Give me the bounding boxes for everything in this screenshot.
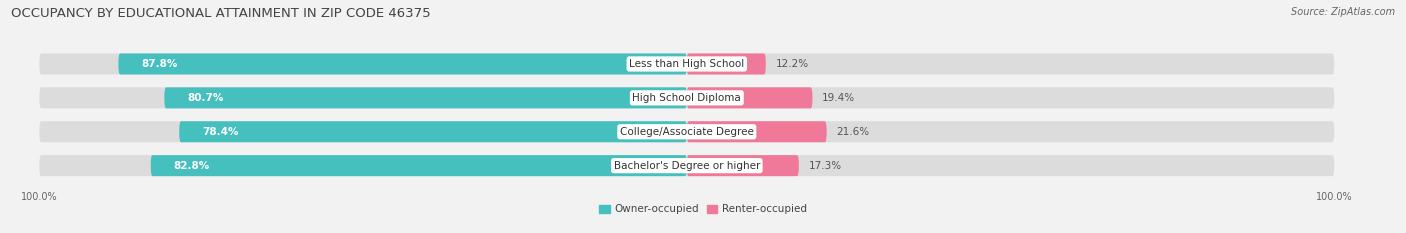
FancyBboxPatch shape xyxy=(686,155,799,176)
Text: 19.4%: 19.4% xyxy=(823,93,855,103)
FancyBboxPatch shape xyxy=(686,87,813,108)
Text: College/Associate Degree: College/Associate Degree xyxy=(620,127,754,137)
FancyBboxPatch shape xyxy=(39,121,1334,142)
FancyBboxPatch shape xyxy=(39,87,1334,108)
FancyBboxPatch shape xyxy=(118,53,686,75)
FancyBboxPatch shape xyxy=(39,53,1334,75)
FancyBboxPatch shape xyxy=(686,121,827,142)
Text: Bachelor's Degree or higher: Bachelor's Degree or higher xyxy=(613,161,761,171)
Text: 100.0%: 100.0% xyxy=(1316,192,1353,202)
FancyBboxPatch shape xyxy=(179,121,686,142)
Text: 100.0%: 100.0% xyxy=(21,192,58,202)
Text: 80.7%: 80.7% xyxy=(187,93,224,103)
Text: 78.4%: 78.4% xyxy=(202,127,239,137)
FancyBboxPatch shape xyxy=(165,87,686,108)
Text: Source: ZipAtlas.com: Source: ZipAtlas.com xyxy=(1291,7,1395,17)
Text: 12.2%: 12.2% xyxy=(776,59,808,69)
Legend: Owner-occupied, Renter-occupied: Owner-occupied, Renter-occupied xyxy=(595,200,811,219)
Text: OCCUPANCY BY EDUCATIONAL ATTAINMENT IN ZIP CODE 46375: OCCUPANCY BY EDUCATIONAL ATTAINMENT IN Z… xyxy=(11,7,430,20)
Text: High School Diploma: High School Diploma xyxy=(633,93,741,103)
FancyBboxPatch shape xyxy=(150,155,686,176)
FancyBboxPatch shape xyxy=(686,53,766,75)
Text: 82.8%: 82.8% xyxy=(173,161,209,171)
Text: 17.3%: 17.3% xyxy=(808,161,842,171)
Text: 21.6%: 21.6% xyxy=(837,127,869,137)
Text: 87.8%: 87.8% xyxy=(141,59,177,69)
FancyBboxPatch shape xyxy=(39,155,1334,176)
Text: Less than High School: Less than High School xyxy=(630,59,744,69)
